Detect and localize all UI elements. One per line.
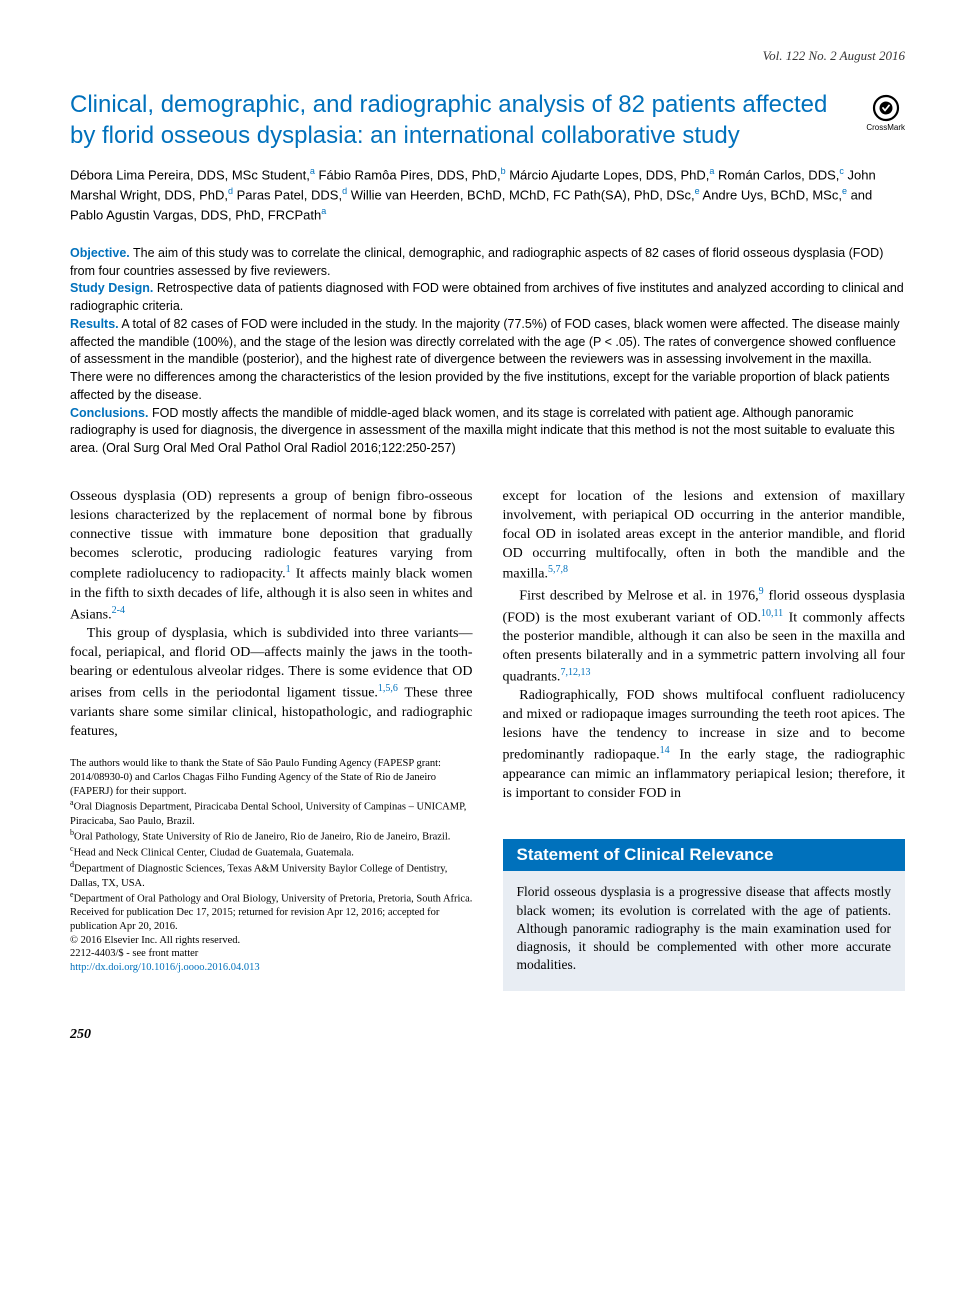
crossmark-label: CrossMark [866,123,905,132]
body-para-1: Osseous dysplasia (OD) represents a grou… [70,488,473,626]
results-head: Results. [70,317,119,331]
abstract-results: Results. A total of 82 cases of FOD were… [70,316,905,405]
ref-link[interactable]: 2-4 [112,605,125,616]
ref-link[interactable]: 5,7,8 [548,564,568,575]
left-column: Osseous dysplasia (OD) represents a grou… [70,488,473,991]
body-columns: Osseous dysplasia (OD) represents a grou… [70,488,905,991]
copyright-note: © 2016 Elsevier Inc. All rights reserved… [70,934,473,948]
conclusions-text: FOD mostly affects the mandible of middl… [70,406,895,456]
abstract-objective: Objective. The aim of this study was to … [70,245,905,281]
conclusions-head: Conclusions. [70,406,148,420]
clinical-relevance-box: Statement of Clinical Relevance Florid o… [503,839,906,990]
author-list: Débora Lima Pereira, DDS, MSc Student,a … [70,165,905,224]
issn-note: 2212-4403/$ - see front matter [70,947,473,961]
affil-a: aOral Diagnosis Department, Piracicaba D… [70,798,473,828]
relevance-text: Florid osseous dysplasia is a progressiv… [503,871,906,990]
affil-d: dDepartment of Diagnostic Sciences, Texa… [70,860,473,890]
funding-note: The authors would like to thank the Stat… [70,757,473,798]
received-note: Received for publication Dec 17, 2015; r… [70,906,473,933]
objective-head: Objective. [70,246,130,260]
crossmark-badge[interactable]: CrossMark [866,94,905,132]
objective-text: The aim of this study was to correlate t… [70,246,883,278]
abstract-conclusions: Conclusions. FOD mostly affects the mand… [70,405,905,458]
issue-info: Vol. 122 No. 2 August 2016 [70,48,905,64]
title-row: Clinical, demographic, and radiographic … [70,90,905,151]
body-para-4: First described by Melrose et al. in 197… [503,585,906,687]
ref-link[interactable]: 7,12,13 [560,667,590,678]
doi-link[interactable]: http://dx.doi.org/10.1016/j.oooo.2016.04… [70,961,473,975]
body-para-5: Radiographically, FOD shows multifocal c… [503,687,906,803]
results-text: A total of 82 cases of FOD were included… [70,317,900,402]
crossmark-icon [872,94,900,122]
page-number: 250 [70,1027,905,1043]
design-head: Study Design. [70,281,153,295]
body-para-3: except for location of the lesions and e… [503,488,906,585]
affil-b: bOral Pathology, State University of Rio… [70,828,473,844]
design-text: Retrospective data of patients diagnosed… [70,281,904,313]
right-column: except for location of the lesions and e… [503,488,906,991]
footnotes: The authors would like to thank the Stat… [70,757,473,974]
abstract: Objective. The aim of this study was to … [70,245,905,458]
body-para-2: This group of dysplasia, which is subdiv… [70,625,473,741]
ref-link[interactable]: 14 [660,745,670,756]
affil-c: cHead and Neck Clinical Center, Ciudad d… [70,844,473,860]
abstract-design: Study Design. Retrospective data of pati… [70,280,905,316]
ref-link[interactable]: 1,5,6 [378,683,398,694]
article-title: Clinical, demographic, and radiographic … [70,90,848,151]
ref-link[interactable]: 10,11 [761,608,783,619]
affil-e: eDepartment of Oral Pathology and Oral B… [70,890,473,906]
relevance-heading: Statement of Clinical Relevance [503,839,906,871]
